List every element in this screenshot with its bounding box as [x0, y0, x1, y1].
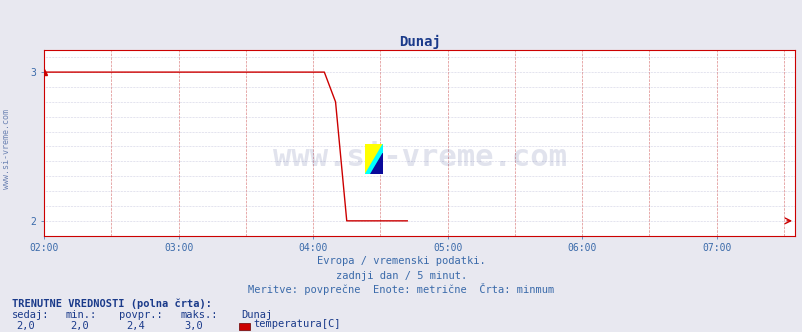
Text: povpr.:: povpr.:: [119, 310, 162, 320]
Text: 3,0: 3,0: [184, 321, 203, 331]
Text: 2,4: 2,4: [126, 321, 144, 331]
Polygon shape: [365, 144, 383, 174]
Polygon shape: [371, 153, 383, 174]
Text: www.si-vreme.com: www.si-vreme.com: [2, 110, 11, 189]
Text: temperatura[C]: temperatura[C]: [253, 319, 340, 329]
Text: maks.:: maks.:: [180, 310, 218, 320]
Text: TRENUTNE VREDNOSTI (polna črta):: TRENUTNE VREDNOSTI (polna črta):: [12, 298, 212, 309]
Polygon shape: [365, 144, 383, 174]
Title: Dunaj: Dunaj: [398, 35, 440, 48]
Text: min.:: min.:: [66, 310, 97, 320]
Text: Evropa / vremenski podatki.: Evropa / vremenski podatki.: [317, 256, 485, 266]
Text: 2,0: 2,0: [70, 321, 88, 331]
Text: sedaj:: sedaj:: [12, 310, 50, 320]
Text: Dunaj: Dunaj: [241, 310, 272, 320]
Text: Meritve: povprečne  Enote: metrične  Črta: minmum: Meritve: povprečne Enote: metrične Črta:…: [248, 283, 554, 295]
Text: 2,0: 2,0: [16, 321, 34, 331]
Text: zadnji dan / 5 minut.: zadnji dan / 5 minut.: [335, 271, 467, 281]
Text: www.si-vreme.com: www.si-vreme.com: [272, 143, 566, 172]
